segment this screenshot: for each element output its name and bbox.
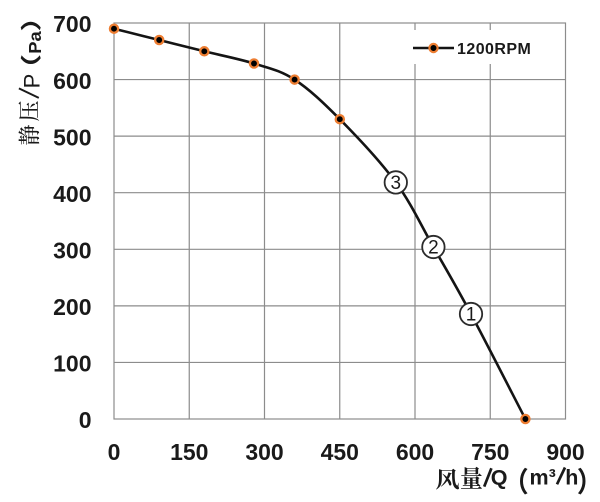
svg-text:400: 400	[53, 181, 91, 207]
svg-text:600: 600	[396, 439, 434, 465]
svg-text:1: 1	[466, 305, 477, 326]
svg-text:0: 0	[79, 407, 92, 433]
svg-text:1200RPM: 1200RPM	[457, 41, 531, 58]
svg-text:h: h	[565, 466, 578, 490]
svg-text:P: P	[20, 74, 45, 89]
svg-text:Pa: Pa	[25, 30, 44, 54]
svg-text:300: 300	[245, 439, 283, 465]
svg-text:150: 150	[170, 439, 208, 465]
svg-text:3: 3	[391, 173, 402, 194]
svg-text:900: 900	[546, 439, 584, 465]
svg-text:100: 100	[53, 351, 91, 377]
svg-text:750: 750	[471, 439, 509, 465]
svg-text:200: 200	[53, 294, 91, 320]
svg-text:600: 600	[53, 68, 91, 94]
svg-text:Q: Q	[491, 466, 508, 490]
svg-text:m³: m³	[530, 466, 556, 490]
svg-text:700: 700	[53, 11, 91, 37]
svg-text:300: 300	[53, 238, 91, 264]
svg-text:500: 500	[53, 124, 91, 150]
svg-text:0: 0	[108, 439, 121, 465]
svg-text:2: 2	[428, 238, 439, 259]
svg-text:450: 450	[321, 439, 359, 465]
